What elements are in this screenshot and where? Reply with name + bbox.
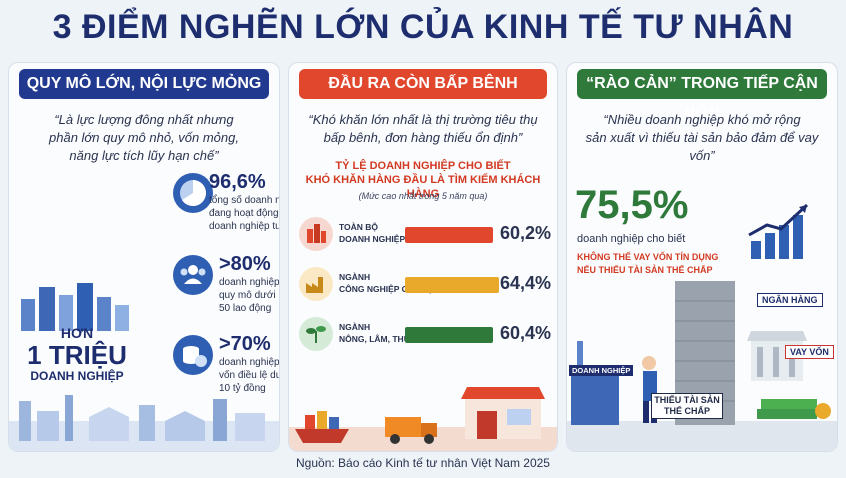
stat-description: doanh nghiệp có vốn điều lệ dưới 10 tỷ đ… xyxy=(219,356,280,395)
panel-scale: QUY MÔ LỚN, NỘI LỰC MỎNG “Là lực lượng đ… xyxy=(8,62,280,452)
bar-row-all-firms: TOÀN BỘ DOANH NGHIỆP 60,2% xyxy=(299,215,551,255)
bar-manufacturing xyxy=(405,277,499,293)
stat-desc-line: doanh nghiệp có xyxy=(219,277,280,288)
subtitle-line: TỶ LỆ DOANH NGHIỆP CHO BIẾT xyxy=(335,160,511,172)
quote-line: sản xuất vì thiếu tài sản bảo đảm để vay… xyxy=(585,130,819,163)
loan-sign: VAY VỐN xyxy=(785,345,834,359)
row-label-line: DOANH NGHIỆP xyxy=(339,234,406,244)
bar-value: 60,4% xyxy=(499,323,551,343)
one-million-label: HƠN 1 TRIỆU DOANH NGHIỆP xyxy=(23,325,131,383)
stat-desc-line: quy mô dưới xyxy=(219,290,276,301)
people-icon xyxy=(173,255,213,295)
stat-percent: >70% xyxy=(219,333,271,355)
quote-line: “Nhiều doanh nghiệp khó mở rộng xyxy=(603,112,801,127)
stat-desc-line: doanh nghiệp có xyxy=(219,357,280,368)
barrier-sign: THIẾU TÀI SẢN THẾ CHẤP xyxy=(651,393,723,419)
panel-output-quote: “Khó khăn lớn nhất là thị trường tiêu th… xyxy=(303,111,543,147)
quote-line: “Là lực lượng đông nhất nhưng xyxy=(54,112,234,127)
growth-chart-icon xyxy=(748,203,809,259)
row-label: NGÀNH NÔNG, LÂM, THỦY SẢN xyxy=(339,321,436,345)
panel-scale-header: QUY MÔ LỚN, NỘI LỰC MỎNG xyxy=(19,69,269,99)
stat-desc-line: đang hoạt động là xyxy=(209,208,279,219)
row-label-line: NGÀNH xyxy=(339,272,371,282)
stat-description: tổng số doanh nghiệp đang hoạt động là d… xyxy=(209,194,279,233)
stat-description: doanh nghiệp có quy mô dưới 50 lao động xyxy=(219,276,280,315)
city-skyline-icon xyxy=(21,283,129,331)
firm-sign: DOANH NGHIỆP xyxy=(569,365,634,376)
quote-line: phần lớn quy mô nhỏ, vốn mỏng, xyxy=(49,130,239,145)
row-label-line: NÔNG, LÂM, THỦY SẢN xyxy=(339,334,436,344)
industrial-town-illustration xyxy=(9,395,279,451)
quote-line: “Khó khăn lớn nhất là thị trường tiêu th… xyxy=(308,112,538,127)
bar-all-firms xyxy=(405,227,493,243)
quote-line: năng lực tích lũy hạn chế” xyxy=(69,148,219,163)
panel-output: ĐẦU RA CÒN BẤP BÊNH “Khó khăn lớn nhất l… xyxy=(288,62,558,452)
row-label-line: CÔNG NGHIỆP CHẾ TẠO xyxy=(339,284,440,294)
trade-scene-illustration xyxy=(289,387,557,451)
barrier-line: THẾ CHẤP xyxy=(663,406,710,416)
bar-track xyxy=(405,227,507,243)
bar-row-agriculture: NGÀNH NÔNG, LÂM, THỦY SẢN 60,4% xyxy=(299,315,551,355)
panel-scale-quote: “Là lực lượng đông nhất nhưng phần lớn q… xyxy=(23,111,265,165)
collateral-warning: KHÔNG THỂ VAY VỐN TÍN DỤNG NẾU THIẾU TÀI… xyxy=(577,251,718,277)
source-note: Nguồn: Báo cáo Kinh tế tư nhân Việt Nam … xyxy=(296,456,550,470)
big-label-top: HƠN xyxy=(60,325,94,341)
bar-value: 64,4% xyxy=(499,273,551,293)
stat-desc-line: 10 tỷ đồng xyxy=(219,383,266,394)
coins-icon xyxy=(173,335,213,375)
collateral-percent: 75,5% xyxy=(575,183,689,227)
stat-percent: >80% xyxy=(219,253,271,275)
bank-sign: NGÂN HÀNG xyxy=(757,293,823,307)
row-label-line: NGÀNH xyxy=(339,322,371,332)
stat-desc-line: 50 lao động xyxy=(219,303,272,314)
bar-row-manufacturing: NGÀNH CÔNG NGHIỆP CHẾ TẠO 64,4% xyxy=(299,265,551,305)
collateral-description: doanh nghiệp cho biết xyxy=(577,233,686,245)
barrier-line: THIẾU TÀI SẢN xyxy=(654,395,720,405)
stat-desc-line: tổng số doanh nghiệp xyxy=(209,195,279,206)
city-icon xyxy=(299,217,333,251)
stat-small-capital: >70% doanh nghiệp có vốn điều lệ dưới 10… xyxy=(219,333,280,395)
subtitle-line: KHÓ KHĂN HÀNG ĐẦU LÀ TÌM KIẾM KHÁCH HÀNG xyxy=(305,174,541,200)
stat-desc-line: vốn điều lệ dưới xyxy=(219,370,279,381)
panel-capital-header: “RÀO CẢN” TRONG TIẾP CẬN VỐN xyxy=(577,69,827,122)
page-title: 3 ĐIỂM NGHẼN LỚN CỦA KINH TẾ TƯ NHÂN xyxy=(52,8,794,46)
stat-small-labor: >80% doanh nghiệp có quy mô dưới 50 lao … xyxy=(219,253,280,315)
big-label-main: 1 TRIỆU xyxy=(27,340,127,370)
big-label-bottom: DOANH NGHIỆP xyxy=(30,369,124,383)
stat-percent: 96,6% xyxy=(209,171,266,193)
panel-capital-quote: “Nhiều doanh nghiệp khó mở rộng sản xuất… xyxy=(581,111,823,165)
panel-output-header: ĐẦU RA CÒN BẤP BÊNH xyxy=(299,69,547,99)
warning-line: KHÔNG THỂ VAY VỐN TÍN DỤNG xyxy=(577,252,719,262)
panel-capital: “RÀO CẢN” TRONG TIẾP CẬN VỐN “Nhiều doan… xyxy=(566,62,838,452)
warning-line: NẾU THIẾU TÀI SẢN THẾ CHẤP xyxy=(577,265,713,275)
row-label-line: TOÀN BỘ xyxy=(339,222,379,232)
quote-line: bấp bênh, đơn hàng thiếu ổn định” xyxy=(323,130,523,145)
bar-track xyxy=(405,277,507,293)
row-label: NGÀNH CÔNG NGHIỆP CHẾ TẠO xyxy=(339,271,440,295)
customer-difficulty-subtitle: TỶ LỆ DOANH NGHIỆP CHO BIẾT KHÓ KHĂN HÀN… xyxy=(299,159,547,201)
bar-agriculture xyxy=(405,327,493,343)
row-label: TOÀN BỘ DOANH NGHIỆP xyxy=(339,221,405,245)
stat-desc-line: doanh nghiệp tư nhân xyxy=(209,221,279,232)
bar-value: 60,2% xyxy=(499,223,551,243)
five-year-note: (Mức cao nhất trong 5 năm qua) xyxy=(358,191,488,201)
pie-chart-icon xyxy=(173,173,213,213)
stat-private-share: 96,6% tổng số doanh nghiệp đang hoạt độn… xyxy=(209,171,279,233)
bar-track xyxy=(405,327,507,343)
plant-icon xyxy=(299,317,333,351)
factory-icon xyxy=(299,267,333,301)
